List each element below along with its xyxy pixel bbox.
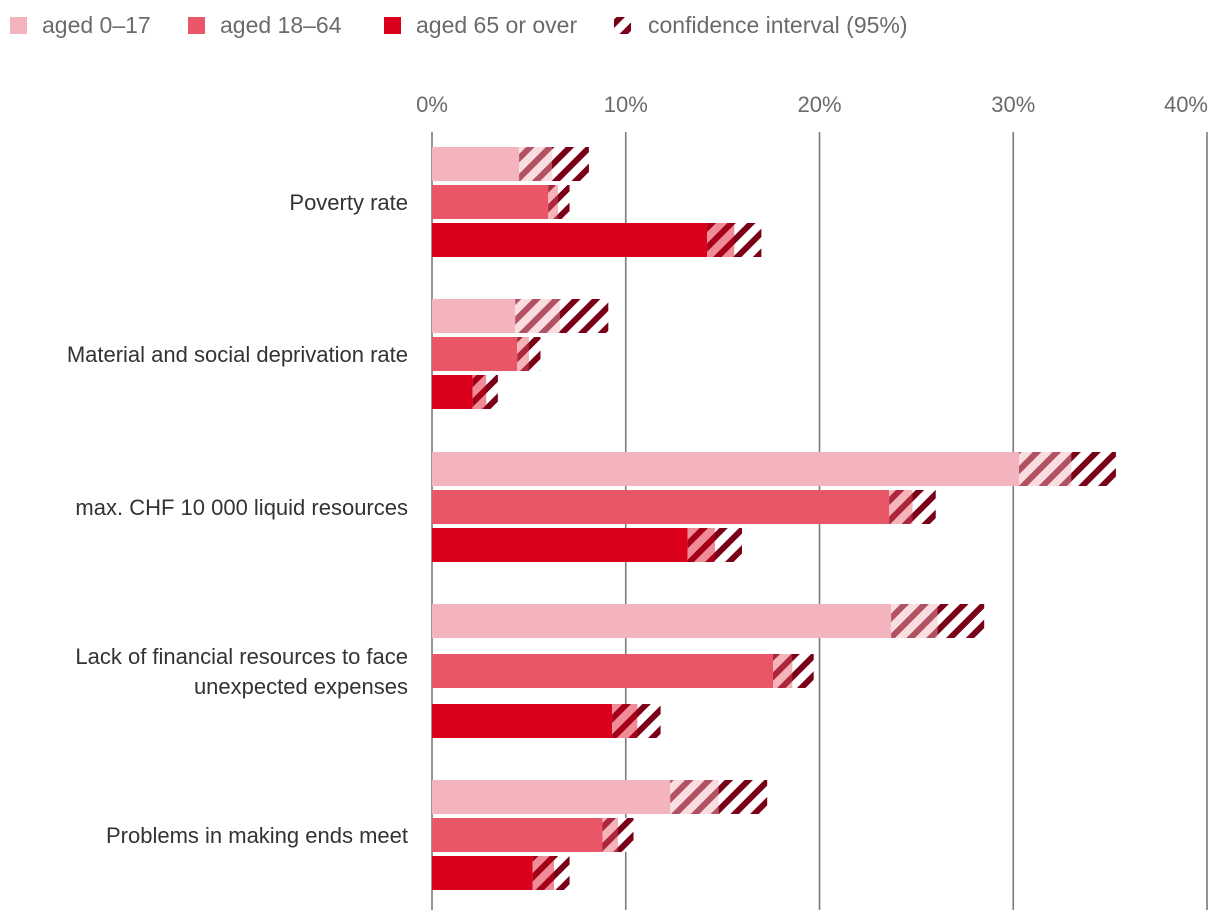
bar-5-1 (432, 780, 671, 814)
x-tick-label-30: 30% (991, 92, 1035, 117)
ci-lower-5-2 (602, 818, 618, 852)
bar-1-2 (432, 185, 549, 219)
legend-swatch-ci (614, 17, 631, 34)
bar-1-1 (432, 147, 520, 181)
ci-lower-1-1 (519, 147, 553, 181)
ci-lower-5-3 (532, 856, 555, 890)
bar-3-2 (432, 490, 890, 524)
legend-swatch-2 (188, 17, 205, 34)
bar-1-3 (432, 223, 708, 257)
ci-lower-2-2 (517, 337, 529, 371)
bar-4-2 (432, 654, 773, 688)
ci-lower-1-2 (548, 185, 558, 219)
ci-1-3 (707, 223, 762, 257)
x-tick-label-40: 40% (1164, 92, 1208, 117)
ci-lower-4-2 (773, 654, 793, 688)
category-label-4-line-2: unexpected expenses (194, 674, 408, 699)
bar-5-2 (432, 818, 603, 852)
ci-3-2 (889, 490, 936, 524)
x-tick-label-20: 20% (797, 92, 841, 117)
ci-3-3 (687, 528, 742, 562)
ci-5-2 (602, 818, 634, 852)
ci-lower-3-3 (687, 528, 715, 562)
ci-5-3 (532, 856, 570, 890)
bar-4-1 (432, 604, 892, 638)
ci-lower-3-2 (889, 490, 913, 524)
x-tick-label-10: 10% (604, 92, 648, 117)
bar-3-1 (432, 452, 1020, 486)
category-label-1: Poverty rate (289, 190, 408, 215)
ci-2-3 (472, 375, 498, 409)
ci-lower-5-1 (670, 780, 719, 814)
bar-2-1 (432, 299, 516, 333)
category-label-3: max. CHF 10 000 liquid resources (75, 495, 408, 520)
category-label-4-line-1: Lack of financial resources to face (75, 644, 408, 669)
x-axis-ticks: 0% 10% 20% 30% 40% (416, 92, 1208, 117)
ci-1-1 (519, 147, 589, 181)
category-label-5: Problems in making ends meet (106, 823, 408, 848)
legend: aged 0–17 aged 18–64 aged 65 or over confid… (10, 12, 908, 38)
ci-lower-4-3 (612, 704, 638, 738)
legend-label-1: aged 0–17 (42, 12, 151, 38)
legend-label-3: aged 65 or over (416, 12, 577, 38)
bar-2-3 (432, 375, 473, 409)
ci-lower-2-1 (515, 299, 560, 333)
ci-1-2 (548, 185, 570, 219)
ci-5-1 (670, 780, 768, 814)
ci-lower-1-3 (707, 223, 735, 257)
ci-lower-3-1 (1019, 452, 1072, 486)
legend-label-2: aged 18–64 (220, 12, 342, 38)
ci-4-1 (891, 604, 985, 638)
bar-4-3 (432, 704, 613, 738)
ci-3-1 (1019, 452, 1116, 486)
category-label-2: Material and social deprivation rate (67, 342, 408, 367)
bar-5-3 (432, 856, 533, 890)
legend-swatch-3 (384, 17, 401, 34)
ci-2-2 (517, 337, 541, 371)
legend-swatch-1 (10, 17, 27, 34)
ci-lower-2-3 (472, 375, 487, 409)
ci-4-2 (773, 654, 814, 688)
bars (432, 147, 1116, 890)
legend-label-ci: confidence interval (95%) (648, 12, 908, 38)
bar-3-3 (432, 528, 688, 562)
ci-4-3 (612, 704, 661, 738)
category-labels: Poverty rate Material and social deprivat… (67, 190, 408, 848)
ci-lower-4-1 (891, 604, 938, 638)
x-tick-label-0: 0% (416, 92, 448, 117)
bar-2-2 (432, 337, 518, 371)
ci-2-1 (515, 299, 609, 333)
